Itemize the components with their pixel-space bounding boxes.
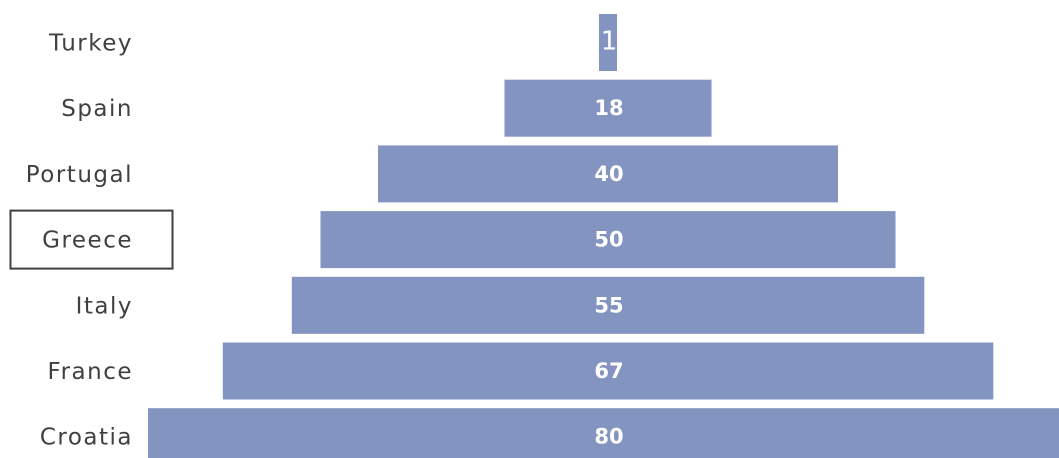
bar-france <box>222 342 994 400</box>
bars-layer <box>148 14 1059 458</box>
data-label-spain: 18 <box>594 96 623 120</box>
data-label-turkey: 1 <box>601 27 618 57</box>
bar-greece <box>320 211 896 269</box>
data-label-france: 67 <box>594 359 623 383</box>
category-labels: Turkey Spain Portugal Greece Italy France Croa… <box>9 31 174 451</box>
bar-portugal <box>378 145 838 203</box>
data-label-portugal: 40 <box>594 162 623 186</box>
category-label-france[interactable]: France <box>48 359 133 385</box>
selected-category-frame[interactable] <box>9 209 174 270</box>
category-label-croatia[interactable]: Croatia <box>40 425 133 451</box>
bar-spain <box>504 79 712 137</box>
data-label-greece: 50 <box>594 228 623 252</box>
bar-croatia <box>148 408 1059 458</box>
data-labels: 1 18 40 50 55 67 80 <box>594 27 623 449</box>
data-label-italy: 55 <box>594 293 623 317</box>
data-label-croatia: 80 <box>594 425 623 449</box>
category-label-turkey[interactable]: Turkey <box>48 31 133 57</box>
category-label-greece[interactable]: Greece <box>42 228 133 254</box>
bar-italy <box>291 276 925 334</box>
bar-turkey <box>599 14 617 71</box>
category-label-portugal[interactable]: Portugal <box>26 162 133 188</box>
category-label-spain[interactable]: Spain <box>61 96 133 122</box>
category-label-italy[interactable]: Italy <box>76 293 133 319</box>
